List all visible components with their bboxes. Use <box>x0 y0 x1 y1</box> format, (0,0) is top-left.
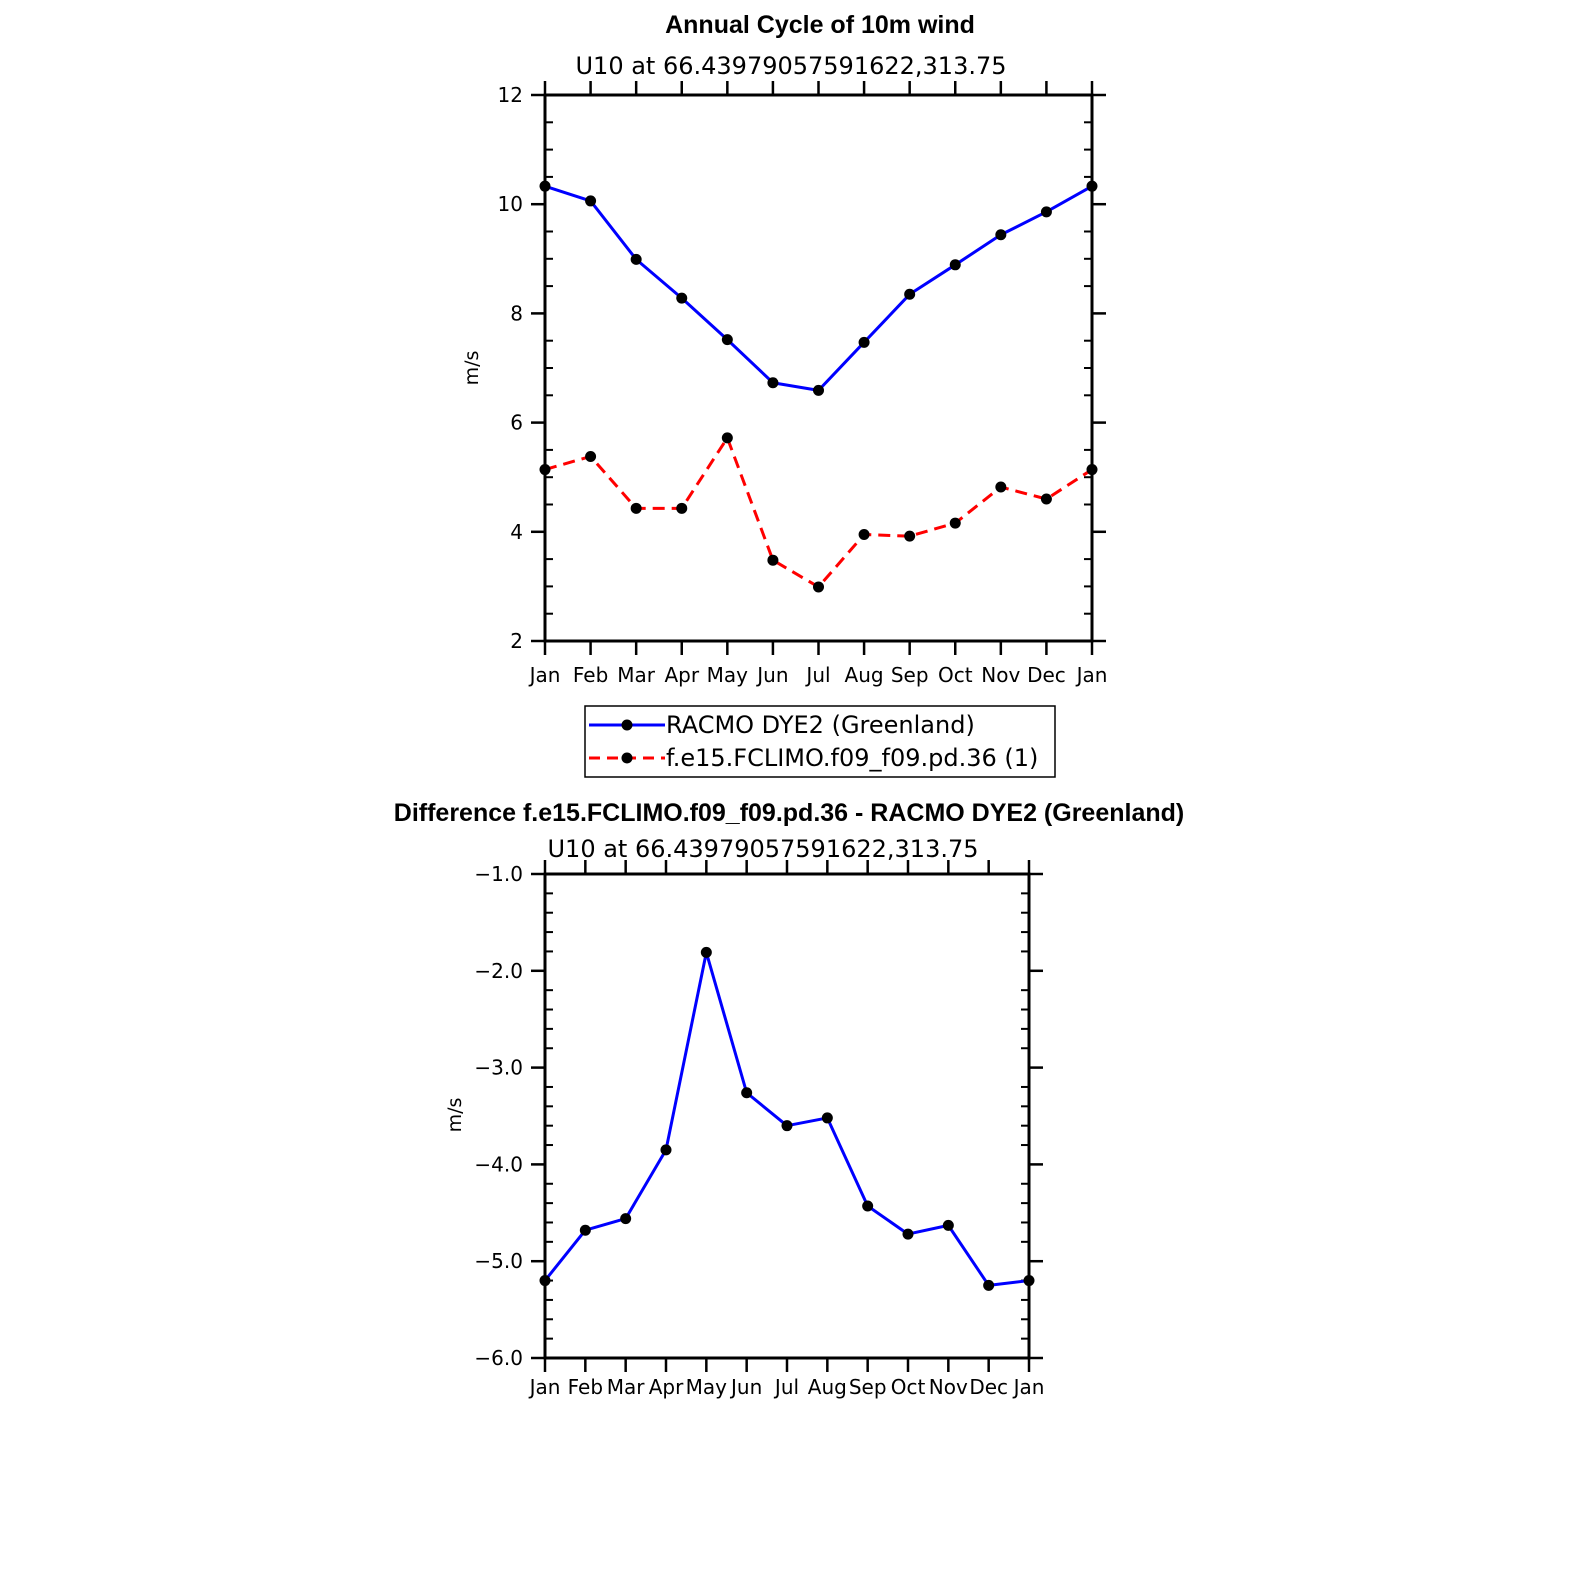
x-tick-label: Jan <box>528 1375 561 1399</box>
y-axis-label: m/s <box>444 1098 466 1133</box>
legend-label-racmo: RACMO DYE2 (Greenland) <box>666 711 975 739</box>
x-tick-label: Jan <box>1012 1375 1045 1399</box>
legend-marker-racmo <box>621 719 633 731</box>
y-tick-label: 6 <box>510 411 523 435</box>
legend-box <box>584 705 1056 778</box>
data-point <box>995 481 1007 493</box>
data-point <box>983 1279 995 1291</box>
x-tick-label: Aug <box>845 663 884 687</box>
x-tick-label: Mar <box>607 1375 646 1399</box>
y-tick-label: −2.0 <box>474 959 523 983</box>
data-point <box>858 336 870 348</box>
data-point <box>1040 206 1052 218</box>
y-tick-label: 8 <box>510 301 523 325</box>
data-point <box>821 1112 833 1124</box>
plot-frame <box>543 93 1094 643</box>
series-line-1 <box>544 436 1093 589</box>
y-tick-label: −3.0 <box>474 1056 523 1080</box>
data-point <box>676 502 688 514</box>
axis-ticks: Jan Feb Mar Apr May Jun Jul Aug Sep Oct Nov Dec Jan2… <box>498 81 1108 687</box>
data-point <box>858 529 870 541</box>
y-tick-label: 10 <box>498 192 523 216</box>
data-point <box>721 432 733 444</box>
data-point <box>813 384 824 396</box>
series-group <box>539 180 1098 593</box>
x-tick-label: Dec <box>1027 663 1066 687</box>
x-tick-label: Nov <box>981 663 1020 687</box>
data-point <box>767 554 779 566</box>
x-tick-label: Oct <box>891 1375 926 1399</box>
x-tick-label: May <box>707 663 749 687</box>
data-point <box>995 229 1007 241</box>
x-tick-label: Jan <box>528 663 561 687</box>
x-tick-label: Oct <box>938 663 973 687</box>
plot-frame <box>543 872 1031 1360</box>
y-axis-label: m/s <box>461 351 483 386</box>
data-point <box>781 1120 793 1132</box>
series-group <box>539 946 1035 1291</box>
y-tick-label: −6.0 <box>474 1346 523 1370</box>
legend: RACMO DYE2 (Greenland) f.e15.FCLIMO.f09_… <box>584 705 1056 778</box>
data-point <box>585 195 597 207</box>
x-tick-label: Jul <box>773 1375 799 1399</box>
data-point <box>585 450 597 462</box>
data-point <box>904 288 916 300</box>
legend-marker-cesm <box>621 752 633 764</box>
data-point <box>1040 493 1052 505</box>
x-tick-label: Jan <box>1075 663 1108 687</box>
y-tick-label: 4 <box>510 520 523 544</box>
y-tick-label: −4.0 <box>474 1152 523 1176</box>
series-line-0 <box>543 950 1030 1287</box>
chart-difference: Difference f.e15.FCLIMO.f09_f09.pd.36 - … <box>394 799 1184 1399</box>
legend-label-cesm: f.e15.FCLIMO.f09_f09.pd.36 (1) <box>666 744 1038 772</box>
data-point <box>949 259 961 271</box>
chart-title: Annual Cycle of 10m wind <box>665 11 975 39</box>
data-point <box>862 1200 874 1212</box>
data-point <box>630 253 642 265</box>
series-line-0 <box>544 184 1093 392</box>
data-point <box>942 1219 954 1231</box>
data-point <box>902 1228 914 1240</box>
data-point <box>904 530 916 542</box>
data-point <box>813 581 824 593</box>
x-tick-label: May <box>686 1375 728 1399</box>
data-point <box>660 1144 672 1156</box>
x-tick-label: Dec <box>969 1375 1008 1399</box>
x-tick-label: Feb <box>573 663 608 687</box>
data-point <box>949 517 961 529</box>
data-point <box>741 1087 753 1099</box>
data-point <box>676 292 688 304</box>
chart-subtitle: U10 at 66.43979057591622,313.75 <box>547 835 978 863</box>
x-tick-label: Sep <box>891 663 929 687</box>
data-point <box>630 502 642 514</box>
x-tick-label: Nov <box>929 1375 968 1399</box>
x-tick-label: Sep <box>849 1375 887 1399</box>
chart-annual-cycle: Annual Cycle of 10m wind U10 at 66.43979… <box>461 11 1108 778</box>
x-tick-label: Jun <box>729 1375 762 1399</box>
chart-title: Difference f.e15.FCLIMO.f09_f09.pd.36 - … <box>394 799 1184 827</box>
data-point <box>579 1224 591 1236</box>
data-point <box>620 1213 632 1225</box>
x-tick-label: Aug <box>808 1375 847 1399</box>
y-tick-label: −5.0 <box>474 1249 523 1273</box>
y-tick-label: 2 <box>510 629 523 653</box>
data-point <box>767 377 779 389</box>
x-tick-label: Apr <box>649 1375 684 1399</box>
y-tick-label: −1.0 <box>474 862 523 886</box>
chart-subtitle: U10 at 66.43979057591622,313.75 <box>575 52 1006 80</box>
axis-ticks: Jan Feb Mar Apr May Jun Jul Aug Sep Oct Nov Dec Jan−… <box>474 860 1044 1399</box>
data-point <box>700 946 712 958</box>
x-tick-label: Jul <box>804 663 830 687</box>
data-point <box>721 334 733 346</box>
y-tick-label: 12 <box>498 83 523 107</box>
x-tick-label: Feb <box>568 1375 603 1399</box>
x-tick-label: Jun <box>755 663 788 687</box>
x-tick-label: Mar <box>617 663 656 687</box>
x-tick-label: Apr <box>664 663 699 687</box>
